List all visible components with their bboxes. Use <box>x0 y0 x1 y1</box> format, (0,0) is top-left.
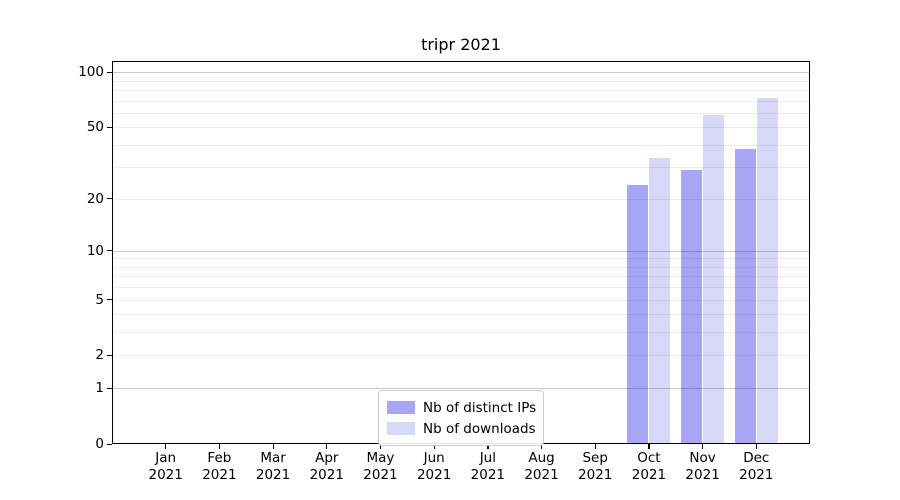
x-tick <box>702 444 704 449</box>
y-tick-label: 50 <box>86 119 104 136</box>
legend-swatch-downloads <box>387 422 415 435</box>
gridline-minor <box>112 198 810 200</box>
x-tick-year: 2021 <box>255 466 291 483</box>
x-tick-label: Apr 2021 <box>295 450 359 483</box>
x-tick-year: 2021 <box>363 466 398 483</box>
legend: Nb of distinct IPs Nb of downloads <box>378 390 544 446</box>
y-tick-label: 0 <box>95 436 104 452</box>
x-tick-year: 2021 <box>470 466 506 483</box>
gridline-minor <box>112 332 810 334</box>
bar-distinct-ips <box>681 169 703 444</box>
x-tick-label: Oct 2021 <box>617 450 681 483</box>
y-tick <box>107 299 112 301</box>
x-tick <box>433 444 435 449</box>
gridline-major <box>112 250 810 252</box>
y-tick <box>107 443 112 445</box>
gridline-minor <box>112 314 810 316</box>
x-tick <box>541 444 543 449</box>
gridline-major <box>112 72 810 74</box>
y-tick-label: 100 <box>78 64 104 81</box>
x-tick-label: Jul 2021 <box>456 450 520 483</box>
y-tick-label: 5 <box>95 291 104 308</box>
y-tick <box>107 126 112 128</box>
gridline-minor <box>112 100 810 102</box>
legend-item-distinct-ips: Nb of distinct IPs <box>387 397 537 418</box>
y-tick <box>107 198 112 200</box>
legend-swatch-distinct-ips <box>387 401 415 414</box>
x-tick-year: 2021 <box>148 466 183 483</box>
gridline-major <box>112 388 810 390</box>
x-tick-label: Dec 2021 <box>724 450 788 483</box>
y-tick <box>107 354 112 357</box>
y-tick <box>107 387 112 389</box>
gridline-minor <box>112 276 810 278</box>
bar-distinct-ips <box>627 184 649 444</box>
x-tick-year: 2021 <box>309 466 344 483</box>
x-tick <box>326 444 328 449</box>
x-tick-label: Mar 2021 <box>241 450 305 483</box>
bar-downloads <box>703 115 725 444</box>
x-tick-label: Feb 2021 <box>187 450 251 483</box>
legend-label-downloads: Nb of downloads <box>423 420 536 437</box>
x-tick-year: 2021 <box>685 466 720 483</box>
bar-downloads <box>756 98 778 444</box>
x-tick <box>272 444 274 449</box>
x-tick <box>648 444 650 449</box>
bar-distinct-ips <box>734 148 756 444</box>
y-tick <box>107 71 112 73</box>
gridline-minor <box>112 287 810 289</box>
x-tick <box>487 444 489 449</box>
x-tick <box>594 444 596 449</box>
x-tick <box>218 444 221 449</box>
chart-title: tripr 2021 <box>421 35 501 54</box>
x-tick-label: May 2021 <box>348 450 412 483</box>
y-tick-label: 20 <box>86 190 104 207</box>
gridline-minor <box>112 299 810 301</box>
y-tick-label: 1 <box>95 380 104 397</box>
legend-item-downloads: Nb of downloads <box>387 418 536 439</box>
x-tick-year: 2021 <box>578 466 613 483</box>
gridline-minor <box>112 89 810 91</box>
x-tick <box>165 444 167 449</box>
legend-label-distinct-ips: Nb of distinct IPs <box>423 399 537 416</box>
x-tick <box>379 444 382 449</box>
gridline-minor <box>112 144 810 146</box>
plot-area <box>112 61 810 444</box>
x-tick-label: Nov 2021 <box>671 450 735 483</box>
x-tick-label: Aug 2021 <box>510 450 574 483</box>
x-tick-year: 2021 <box>202 466 237 483</box>
gridline-minor <box>112 80 810 82</box>
x-tick-label: Jun 2021 <box>402 450 466 483</box>
x-tick-label: Sep 2021 <box>563 450 627 483</box>
y-tick-label: 10 <box>86 242 104 259</box>
gridline-minor <box>112 112 810 114</box>
x-tick-year: 2021 <box>739 466 774 483</box>
gridline-minor <box>112 266 810 268</box>
gridline-minor <box>112 355 810 357</box>
x-tick <box>755 444 757 449</box>
y-tick-label: 2 <box>95 347 104 364</box>
gridline-minor <box>112 167 810 169</box>
x-tick-year: 2021 <box>631 466 667 483</box>
x-tick-label: Jan 2021 <box>134 450 198 483</box>
gridline-minor <box>112 127 810 129</box>
x-tick-year: 2021 <box>524 466 559 483</box>
gridline-minor <box>112 258 810 260</box>
y-tick <box>107 250 112 252</box>
x-tick-year: 2021 <box>416 466 452 483</box>
bar-downloads <box>649 157 671 444</box>
